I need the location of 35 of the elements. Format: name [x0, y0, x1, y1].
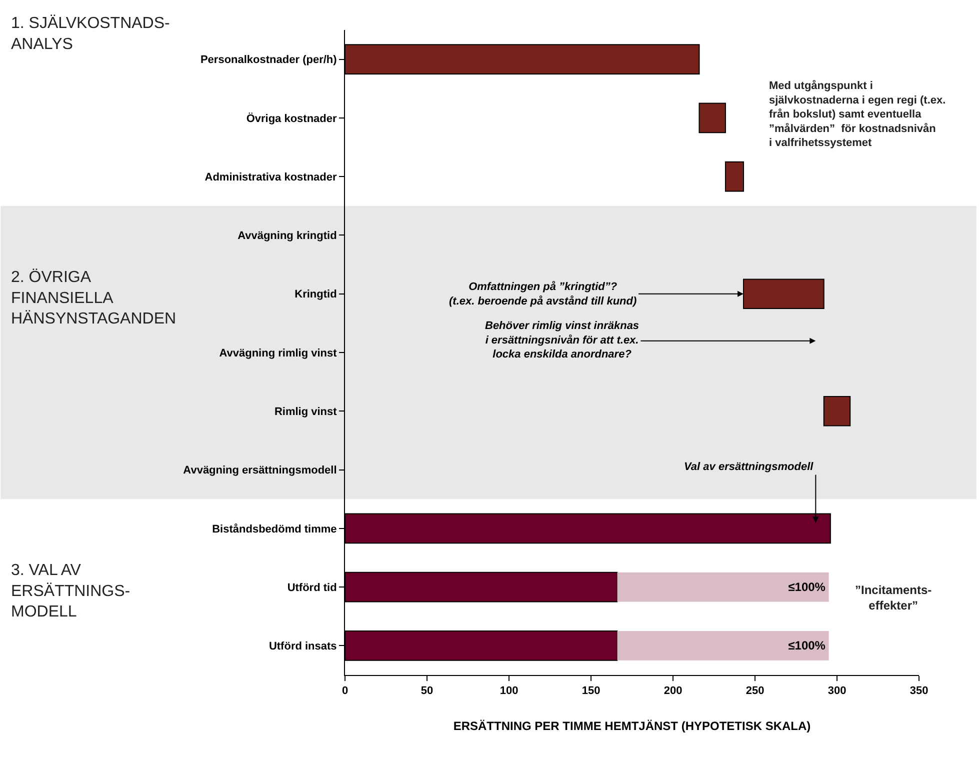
- text: 1. SJÄLVKOSTNADS- ANALYS: [11, 14, 170, 53]
- x-tick-label: 300: [828, 685, 846, 698]
- annotation: Omfattningen på ”kringtid”? (t.ex. beroende på avstånd till kund): [449, 280, 637, 308]
- x-tick-label: 250: [746, 685, 764, 698]
- x-tick-label: 150: [582, 685, 600, 698]
- bar: [617, 572, 829, 602]
- y-tick-label: Administrativa kostnader: [204, 171, 338, 184]
- x-axis-title: ERSÄTTNING PER TIMME HEMTJÄNST (HYPOTETISK SKALA): [453, 719, 811, 734]
- x-tick-label: 350: [910, 685, 928, 698]
- x-tick-label: 50: [420, 685, 434, 698]
- x-tick-label: 0: [342, 685, 348, 698]
- x-tick-label: 200: [664, 685, 682, 698]
- y-tick-label: Utförd insats: [268, 640, 337, 653]
- y-tick-label: Avvägning ersättningsmodell: [183, 464, 337, 477]
- text: 3. VAL AV ERSÄTTNINGS- MODELL: [11, 562, 130, 621]
- y-tick-label: Personalkostnader (per/h): [200, 54, 338, 66]
- annotation: Med utgångspunkt i självkostnaderna i egen regi (t.ex. från bokslut) samt eventuella ”målvärden” för kostnadsnivån i valfrihetssystemet: [769, 79, 946, 150]
- bar: [698, 102, 726, 134]
- bar: [617, 631, 829, 660]
- y-tick-label: Utförd tid: [287, 582, 337, 594]
- x-tick-label: 100: [500, 685, 518, 698]
- y-tick-label: Avvägning rimlig vinst: [219, 347, 338, 360]
- bar: [724, 161, 744, 192]
- y-tick-label: Övriga kostnader: [246, 112, 338, 125]
- y-tick-label: Biståndsbedömd timme: [212, 522, 337, 536]
- text: 2. ÖVRIGA FINANSIELLA HÄNSYNSTAGANDEN: [11, 268, 176, 328]
- y-tick-label: Rimlig vinst: [274, 406, 338, 418]
- data-label: ≤100%: [788, 580, 826, 594]
- data-label: ≤100%: [788, 638, 826, 653]
- annotation: Behöver rimlig vinst inräknas i ersättningsnivån för att t.ex. locka enskilda anordnare?: [485, 320, 640, 361]
- y-tick-label: Kringtid: [294, 288, 337, 301]
- annotation: Val av ersättningsmodell: [684, 461, 814, 473]
- y-tick-label: Avvägning kringtid: [238, 230, 337, 242]
- annotation: ”Incitaments- effekter”: [855, 583, 932, 613]
- bar: [823, 396, 851, 426]
